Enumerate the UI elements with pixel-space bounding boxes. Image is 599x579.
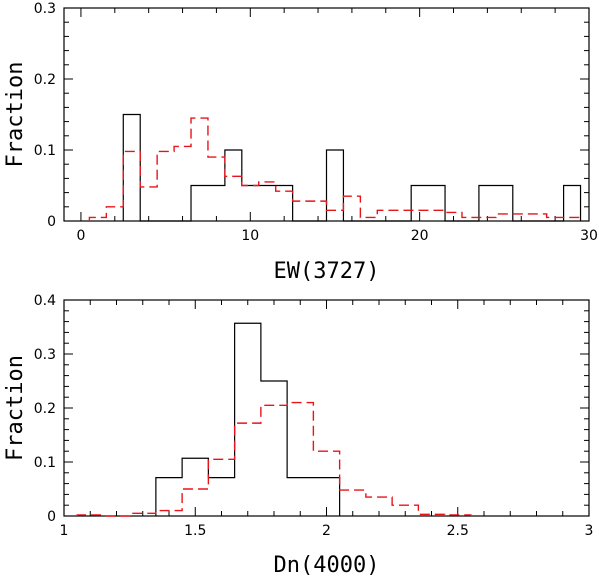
y-tick-label: 0.1 — [34, 455, 56, 471]
y-tick-label: 0 — [47, 214, 56, 230]
x-tick-label: 3 — [585, 523, 594, 539]
x-tick-label: 20 — [411, 228, 429, 244]
y-tick-label: 0.3 — [34, 347, 56, 363]
y-tick-label: 0.3 — [34, 1, 56, 17]
x-tick-label: 2.5 — [447, 523, 469, 539]
x-tick-label: 30 — [580, 228, 598, 244]
y-axis-title: Fraction — [3, 62, 28, 168]
y-tick-label: 0.2 — [34, 401, 56, 417]
x-axis-title: EW(3727) — [274, 259, 380, 284]
x-tick-label: 10 — [241, 228, 259, 244]
x-tick-label: 0 — [76, 228, 85, 244]
y-axis-title: Fraction — [3, 355, 28, 461]
histogram-dashed-red — [76, 401, 472, 517]
dn4000-panel: 1 1.5 2 2.5 3 0 0.1 0.2 0.3 0.4 Dn(4000) Fraction — [3, 293, 593, 578]
histogram-solid-black — [155, 322, 341, 516]
ew3727-panel: 0 10 20 30 0 0.1 0.2 0.3 EW(3727) Fraction — [3, 1, 598, 284]
y-tick-label: 0.1 — [34, 143, 56, 159]
x-tick-label: 1 — [60, 523, 69, 539]
plot-frame — [63, 299, 590, 517]
y-tick-label: 0 — [47, 509, 56, 525]
y-tick-label: 0.4 — [34, 293, 56, 309]
y-tick-label: 0.2 — [34, 72, 56, 88]
x-tick-label: 1.5 — [184, 523, 206, 539]
x-tick-label: 2 — [322, 523, 331, 539]
x-axis-title: Dn(4000) — [274, 553, 380, 578]
histogram-solid-black — [122, 113, 582, 222]
histogram-dashed-red — [88, 117, 582, 221]
